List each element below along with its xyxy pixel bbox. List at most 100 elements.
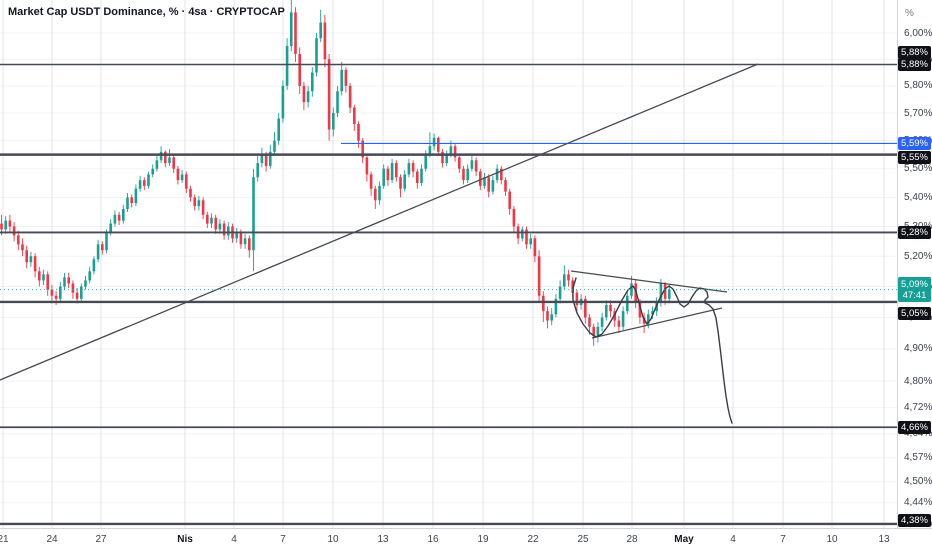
time-axis-label: 19	[477, 534, 489, 545]
candle-body	[75, 292, 79, 299]
projection-curve[interactable]	[572, 277, 733, 424]
candle-body	[424, 154, 427, 169]
price-axis-label: 4,44%	[904, 497, 932, 509]
plot-svg[interactable]	[0, 0, 897, 528]
candle-body	[659, 283, 663, 302]
candle-body	[663, 283, 667, 299]
time-axis-label: 7	[780, 534, 786, 545]
candle-body	[218, 223, 222, 230]
candle-body	[537, 256, 541, 296]
price-axis-label: 4,90%	[904, 343, 932, 355]
price-level-badge: 5,88%	[898, 45, 931, 59]
candle-body	[197, 200, 201, 207]
price-level-badge: 5,88%	[898, 58, 931, 72]
candle-body	[319, 22, 322, 39]
price-axis-label: 6,00%	[904, 27, 932, 39]
candle-body	[638, 301, 642, 318]
time-axis-label: 13	[377, 534, 389, 545]
candle-body	[306, 91, 310, 103]
candle-body	[235, 232, 238, 239]
candle-body	[248, 238, 251, 251]
price-axis-label: 5,50%	[904, 163, 932, 175]
time-axis-label: 27	[95, 534, 107, 545]
candle-body	[441, 151, 444, 164]
candle-body	[563, 274, 566, 287]
candle-body	[96, 244, 100, 260]
candle-body	[269, 151, 272, 166]
candle-body	[348, 85, 352, 108]
candle-body	[42, 274, 45, 281]
candle-body	[420, 168, 423, 183]
candle-body	[508, 191, 511, 209]
candle-countdown: 47:41	[902, 289, 927, 301]
candle-body	[411, 163, 415, 172]
candle-body	[0, 223, 3, 230]
ascending-trendline[interactable]	[0, 63, 759, 381]
candle-body	[332, 113, 335, 130]
candle-body	[365, 157, 369, 175]
candle-body	[521, 229, 524, 239]
candle-body	[46, 274, 49, 290]
candle-body	[193, 197, 196, 207]
candle-body	[302, 85, 306, 103]
candle-body	[122, 208, 125, 221]
candle-body	[395, 163, 398, 178]
candle-body	[374, 188, 377, 201]
candle-body	[185, 174, 188, 189]
candle-body	[126, 197, 129, 209]
price-level-badge: 5,05%	[898, 307, 931, 320]
candle-body	[407, 163, 411, 175]
time-axis-label: May	[674, 534, 694, 545]
price-axis[interactable]: % 6,00%5,90%5,80%5,70%5,60%5,50%5,40%5,3…	[897, 0, 932, 550]
candle-body	[458, 157, 461, 169]
candle-body	[168, 157, 171, 164]
candle-body	[206, 214, 209, 224]
price-axis-label: 5,20%	[904, 250, 932, 262]
candle-body	[63, 277, 66, 287]
candle-body	[164, 151, 167, 164]
candle-body	[239, 232, 243, 245]
candle-body	[323, 22, 327, 60]
candle-body	[273, 140, 276, 152]
chart-pane[interactable]: Market Cap USDT Dominance, % · 4sa · CRY…	[0, 0, 897, 528]
candle-body	[567, 274, 570, 281]
candle-body	[143, 180, 146, 186]
candle-body	[504, 180, 507, 192]
candle-body	[17, 235, 20, 245]
price-axis-label: 4,50%	[904, 476, 932, 488]
candle-body	[605, 304, 608, 318]
candle-body	[584, 298, 587, 318]
candle-body	[336, 91, 339, 114]
candle-body	[432, 137, 436, 147]
candle-body	[327, 59, 331, 130]
symbol-title[interactable]: Market Cap USDT Dominance, % · 4sa · CRY…	[8, 6, 285, 18]
time-axis-label: 16	[427, 534, 439, 545]
candle-body	[617, 320, 621, 327]
candle-body	[403, 174, 406, 189]
candle-body	[449, 146, 453, 155]
candle-body	[117, 214, 121, 221]
candle-body	[382, 168, 385, 186]
candle-body	[500, 168, 503, 181]
candle-body	[101, 244, 104, 251]
candle-body	[176, 168, 180, 181]
price-axis-label: 4,72%	[904, 401, 932, 413]
triangle-lower-line[interactable]	[591, 307, 723, 339]
candle-body	[38, 271, 41, 281]
candle-body	[8, 220, 12, 227]
candle-body	[634, 283, 637, 302]
candle-body	[80, 286, 83, 299]
candle-body	[651, 311, 654, 315]
candle-body	[130, 197, 133, 204]
candle-body	[386, 168, 390, 181]
candle-body	[483, 177, 486, 186]
candle-body	[647, 314, 650, 324]
candle-body	[88, 271, 91, 281]
time-axis-label: 10	[826, 534, 838, 545]
time-axis[interactable]: 21 24 27 Nis 4 7 10 13 16 19 22 25 28 May 4 7 10 13	[0, 528, 932, 550]
time-axis-label: 13	[878, 534, 890, 545]
candle-body	[474, 160, 478, 172]
candle-body	[210, 217, 213, 224]
candle-body	[298, 53, 301, 86]
candle-body	[222, 223, 226, 236]
